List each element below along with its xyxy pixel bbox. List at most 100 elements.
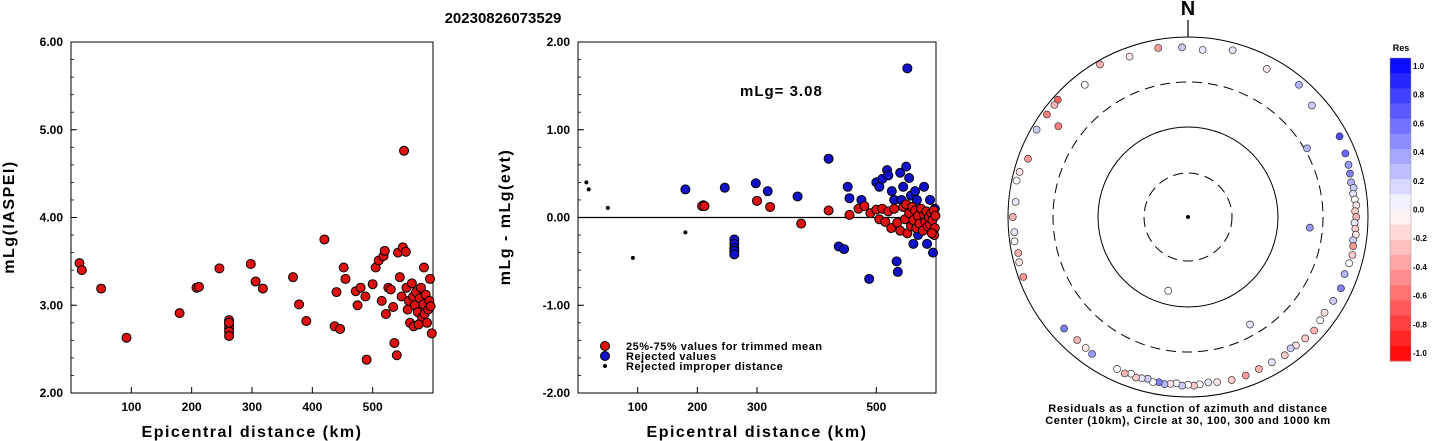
middle-legend: 25%-75% values for trimmed mean Rejected… <box>600 341 822 373</box>
data-point <box>421 317 432 328</box>
data-point <box>96 283 107 294</box>
x-tick-label: 200 <box>687 400 707 414</box>
station-point <box>1080 80 1089 89</box>
data-point <box>335 323 346 334</box>
data-point <box>331 287 342 298</box>
station-point <box>1329 297 1338 305</box>
rejected-point <box>680 184 691 195</box>
colorbar-band <box>1390 224 1411 241</box>
data-point <box>379 245 390 256</box>
station-point <box>1060 324 1068 333</box>
station-point <box>1178 43 1186 52</box>
x-tick-label: 500 <box>363 400 383 414</box>
data-point <box>361 354 372 365</box>
station-point <box>1308 101 1316 110</box>
station-point <box>1310 326 1318 335</box>
station-point <box>1125 52 1134 61</box>
station-point <box>1335 132 1344 141</box>
trimmed-point <box>880 216 891 227</box>
colorbar-band <box>1390 300 1411 317</box>
data-point <box>413 319 424 330</box>
station-point <box>1345 259 1354 268</box>
station-point <box>1295 80 1303 89</box>
center-point <box>1186 215 1190 219</box>
station-point <box>1113 365 1121 373</box>
data-point <box>385 284 396 295</box>
data-point <box>294 299 305 310</box>
station-point <box>1349 242 1358 250</box>
rejected-point <box>886 186 897 197</box>
data-point <box>360 291 371 302</box>
colorbar-band <box>1390 254 1411 271</box>
ring-1000km <box>1007 36 1369 398</box>
colorbar-band <box>1390 148 1411 165</box>
x-tick-label: 400 <box>302 400 322 414</box>
polar-caption-line1: Residuals as a function of azimuth and d… <box>1048 403 1327 415</box>
data-point <box>426 328 437 339</box>
y-tick-label: 4.00 <box>40 211 64 225</box>
rejected-point <box>823 153 834 164</box>
mlg-annotation: mLg= 3.08 <box>740 83 823 100</box>
station-point <box>1164 286 1173 295</box>
data-point <box>301 316 312 327</box>
colorbar-band <box>1390 103 1411 120</box>
colorbar-tick-label: -0.8 <box>1413 320 1427 329</box>
trimmed-point <box>765 201 776 212</box>
colorbar-band <box>1390 345 1411 362</box>
legend-label-rejected: Rejected values <box>626 351 717 363</box>
middle-ylabel: mLg - mLg(evt) <box>497 149 514 286</box>
station-point <box>1340 270 1349 278</box>
data-point <box>424 273 435 284</box>
station-point <box>1337 284 1345 293</box>
y-tick-label: 6.00 <box>40 35 64 49</box>
middle-points <box>584 63 941 284</box>
colorbar-band <box>1390 58 1411 74</box>
left-plot: 100 200 300 400 500 2.00 3.00 4.00 5.00 6.00 Epic… <box>1 35 437 441</box>
station-point <box>1348 251 1357 259</box>
station-point <box>1268 358 1276 367</box>
improper-point <box>630 255 635 260</box>
colorbar-band <box>1390 315 1411 332</box>
middle-xlabel: Epicentral distance (km) <box>647 424 868 441</box>
rejected-point <box>839 244 850 255</box>
left-ticks: 100 200 300 400 500 2.00 3.00 4.00 5.00 6.00 <box>40 35 383 414</box>
data-point <box>391 350 402 361</box>
colorbar-tick-label: -0.6 <box>1413 292 1427 301</box>
x-tick-label: 500 <box>866 400 886 414</box>
data-point <box>340 273 351 284</box>
station-point <box>1305 223 1314 232</box>
rejected-point <box>729 249 740 260</box>
colorbar-tick-label: 1.0 <box>1413 62 1425 71</box>
station-point <box>1054 122 1063 131</box>
rejected-point <box>883 170 894 181</box>
data-point <box>319 234 330 245</box>
legend-label-trimmed: 25%-75% values for trimmed mean <box>626 341 822 353</box>
station-point <box>1008 213 1017 221</box>
middle-plot: 100 200 300 500 -2.00 -1.00 0.00 1.00 2.00 mLg= … <box>497 35 941 441</box>
rejected-point <box>792 191 803 202</box>
station-point <box>1213 378 1221 387</box>
left-ylabel: mLg(IASPEI) <box>1 160 18 273</box>
rejected-point <box>902 63 913 74</box>
rejected-point <box>719 182 730 193</box>
data-point <box>193 281 204 292</box>
rejected-point <box>898 181 909 192</box>
trimmed-point <box>930 210 941 221</box>
station-point <box>1154 44 1163 52</box>
colorbar-tick-label: 0.8 <box>1413 91 1425 100</box>
data-point <box>355 282 366 293</box>
ring-100km <box>1097 126 1279 308</box>
left-xlabel: Epicentral distance (km) <box>142 424 363 441</box>
data-point <box>389 337 400 348</box>
station-point <box>1241 371 1250 380</box>
station-point <box>1341 149 1350 158</box>
data-point <box>250 276 261 287</box>
data-point <box>425 301 436 312</box>
colorbar-band <box>1390 209 1411 226</box>
station-point <box>1320 308 1329 317</box>
polar-points <box>1008 43 1361 390</box>
y-tick-label: 0.00 <box>547 211 571 225</box>
x-tick-label: 100 <box>121 400 141 414</box>
y-tick-label: -2.00 <box>543 386 571 400</box>
station-point <box>1012 176 1021 185</box>
